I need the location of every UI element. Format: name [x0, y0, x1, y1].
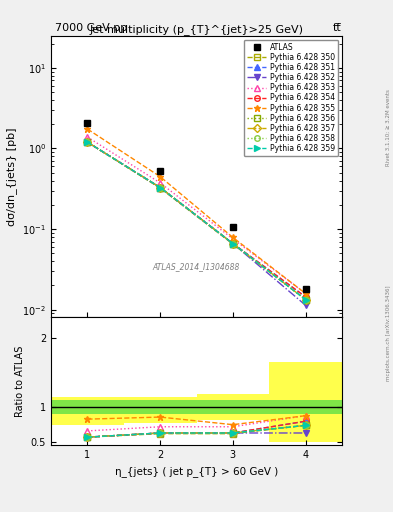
Text: Rivet 3.1.10; ≥ 3.2M events: Rivet 3.1.10; ≥ 3.2M events — [386, 90, 391, 166]
Text: tt̅: tt̅ — [333, 23, 342, 33]
Text: mcplots.cern.ch [arXiv:1306.3436]: mcplots.cern.ch [arXiv:1306.3436] — [386, 285, 391, 380]
Text: 7000 GeV pp: 7000 GeV pp — [55, 23, 127, 33]
Text: ATLAS_2014_I1304688: ATLAS_2014_I1304688 — [153, 262, 240, 271]
Title: Jet multiplicity (p_{T}^{jet}>25 GeV): Jet multiplicity (p_{T}^{jet}>25 GeV) — [90, 24, 303, 35]
Y-axis label: Ratio to ATLAS: Ratio to ATLAS — [15, 346, 25, 417]
X-axis label: η_{jets} ( jet p_{T} > 60 GeV ): η_{jets} ( jet p_{T} > 60 GeV ) — [115, 466, 278, 477]
Y-axis label: dσ/dn_{jets} [pb]: dσ/dn_{jets} [pb] — [6, 127, 17, 226]
Legend: ATLAS, Pythia 6.428 350, Pythia 6.428 351, Pythia 6.428 352, Pythia 6.428 353, P: ATLAS, Pythia 6.428 350, Pythia 6.428 35… — [244, 39, 338, 156]
